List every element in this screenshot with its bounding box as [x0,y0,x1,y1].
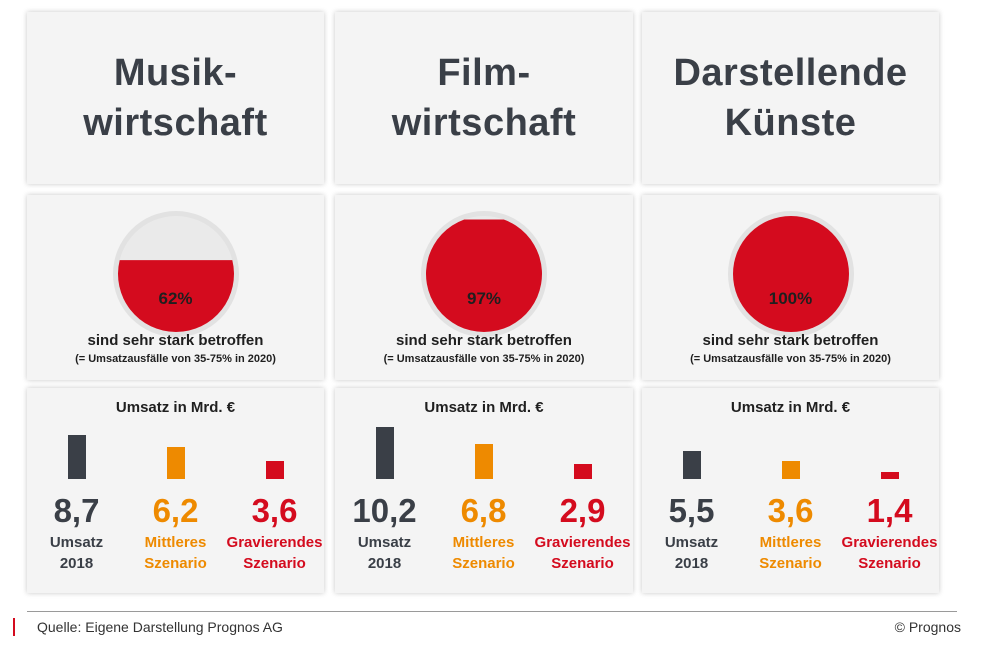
bar-value-label: 1,4 [866,492,913,529]
bar-card-musik: Umsatz in Mrd. € 8,7 Umsatz 2018 6,2 Mit… [27,388,324,593]
bar-category-line: Umsatz [357,534,412,551]
bar-chart-title: Umsatz in Mrd. € [115,399,236,416]
title-card-film: Film- wirtschaft [335,12,633,184]
bar [375,427,394,479]
pie-note: (= Umsatzausfälle von 35-75% in 2020) [75,353,276,365]
bar [265,461,284,479]
bar-category-line: Szenario [452,555,515,572]
bar-chart-title: Umsatz in Mrd. € [424,399,544,416]
bar-category-line: Umsatz [664,534,719,551]
bar-category-label: Gravierendes Szenario [517,532,648,574]
bar-category-line: Mittleres [144,534,207,551]
pie-chart: 97% [419,209,549,339]
bar-value-label: 6,2 [152,492,199,529]
pie-caption: sind sehr stark betroffen [396,332,572,349]
bar-category-label: Mittleres Szenario [110,532,241,574]
footer-divider [27,611,957,612]
bar-category-line: Gravierendes [534,534,631,551]
bar-category-label: Umsatz 2018 [11,532,142,574]
sector-title-line: Musik- [113,52,238,94]
pie-card-film: 97% sind sehr stark betroffen (= Umsatza… [335,195,633,380]
pie-caption: sind sehr stark betroffen [87,332,264,349]
pie-note: (= Umsatzausfälle von 35-75% in 2020) [383,353,585,365]
bar-chart-title: Umsatz in Mrd. € [730,399,851,416]
bar-group-umsatz-2018: 10,2 Umsatz 2018 [335,388,434,593]
pie-card-musik: 62% sind sehr stark betroffen (= Umsatza… [27,195,324,380]
bar-category-label: Gravierendes Szenario [824,532,955,574]
pie-chart-svg [421,211,547,337]
sector-title-line: Darstellende [673,52,908,94]
bar-category-line: Szenario [858,555,921,572]
pie-note: (= Umsatzausfälle von 35-75% in 2020) [690,353,891,365]
bar-category-line: Mittleres [452,534,515,551]
bar-group-mittleres-szenario: 6,2 Mittleres Szenario [126,388,225,593]
footer-accent-mark [13,618,15,636]
bar-value-label: 5,5 [668,492,715,529]
bar [781,461,800,479]
pie-chart: 100% [726,209,856,339]
sector-title-line: Künste [724,102,857,144]
bar-category-line: Gravierendes [841,534,938,551]
pie-card-darstellende-kuenste: 100% sind sehr stark betroffen (= Umsatz… [642,195,939,380]
bar-card-film: Umsatz in Mrd. € 10,2 Umsatz 2018 6,8 Mi… [335,388,633,593]
title-card-darstellende-kuenste: Darstellende Künste [642,12,939,184]
sector-title-line: wirtschaft [83,102,268,144]
pie-chart-svg [112,211,239,337]
bar-group-mittleres-szenario: 6,8 Mittleres Szenario [434,388,533,593]
pie-percent-label: 97% [466,289,502,308]
pie-slice-affected [732,216,849,332]
bar-group-gravierendes-szenario: 1,4 Gravierendes Szenario [840,388,939,593]
bar [682,451,701,479]
bar-group-gravierendes-szenario: 2,9 Gravierendes Szenario [533,388,632,593]
footer-source: Quelle: Eigene Darstellung Prognos AG [37,619,283,635]
bar-category-line: Mittleres [759,534,822,551]
bar-value-label: 8,7 [53,492,100,529]
sector-title-line: Film- [437,52,531,94]
bar-card-darstellende-kuenste: Umsatz in Mrd. € 5,5 Umsatz 2018 3,6 Mit… [642,388,939,593]
sector-title: Darstellende Künste [673,48,907,148]
pie-slice-affected [117,260,234,333]
bar [573,464,592,479]
bar-value-label: 2,9 [559,492,606,529]
pie-chart: 62% [111,209,241,339]
footer-copyright: © Prognos [894,619,961,635]
pie-percent-label: 100% [768,289,813,308]
bar-category-line: Szenario [144,555,207,572]
bar-category-label: Mittleres Szenario [418,532,549,574]
pie-slice-affected [426,219,542,332]
pie-caption: sind sehr stark betroffen [702,332,879,349]
bar [166,447,185,479]
sector-title: Film- wirtschaft [392,48,576,148]
pie-chart-svg [727,211,854,337]
bar [474,444,493,479]
sector-title: Musik- wirtschaft [83,48,267,148]
bar [880,472,899,479]
pie-percent-label: 62% [158,289,193,308]
bar-category-line: Umsatz [49,534,104,551]
bar-category-line: 2018 [674,555,709,572]
title-card-musik: Musik- wirtschaft [27,12,324,184]
bar-category-line: 2018 [367,555,402,572]
bar-group-umsatz-2018: 8,7 Umsatz 2018 [27,388,126,593]
bar-category-line: Szenario [551,555,614,572]
bar-value-label: 10,2 [352,492,417,529]
bar-category-label: Umsatz 2018 [319,532,450,574]
bar-group-mittleres-szenario: 3,6 Mittleres Szenario [741,388,840,593]
bar-value-label: 3,6 [767,492,814,529]
bar-category-line: Szenario [759,555,822,572]
bar-category-line: 2018 [59,555,94,572]
sector-title-line: wirtschaft [391,102,577,144]
bar-group-gravierendes-szenario: 3,6 Gravierendes Szenario [225,388,324,593]
bar-category-label: Mittleres Szenario [725,532,856,574]
bar-group-umsatz-2018: 5,5 Umsatz 2018 [642,388,741,593]
bar-category-label: Gravierendes Szenario [209,532,340,574]
bar-category-line: Gravierendes [226,534,323,551]
bar-value-label: 6,8 [460,492,507,529]
bar [67,435,86,479]
bar-category-label: Umsatz 2018 [626,532,757,574]
bar-value-label: 3,6 [251,492,298,529]
bar-category-line: Szenario [243,555,306,572]
